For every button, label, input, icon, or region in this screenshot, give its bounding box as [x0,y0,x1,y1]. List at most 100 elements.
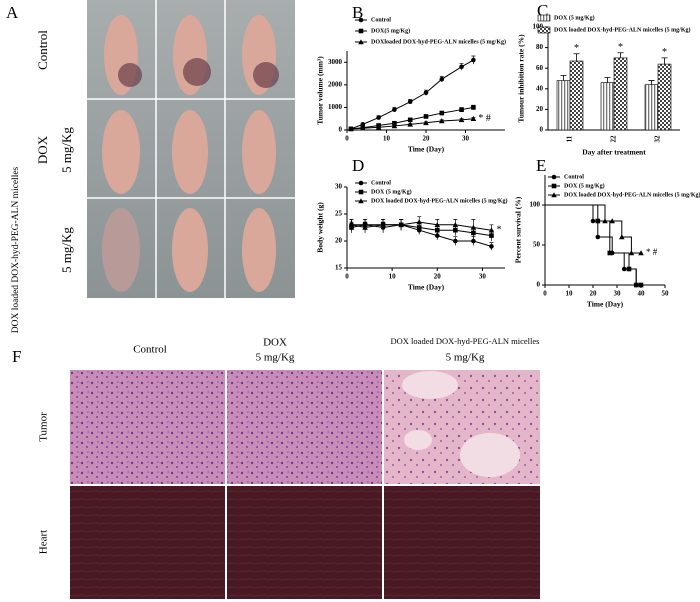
survival-line [545,204,637,285]
data-point [619,234,625,240]
y-tick-label: 80 [536,43,544,51]
tumor [183,58,211,86]
legend-label: DOX loaded DOX-hyd-PEG-ALN micelles (5 m… [371,197,508,204]
tumor-section [70,370,225,484]
legend-marker [358,39,364,45]
y-tick-label: 20 [536,105,544,113]
panel-label: F [12,347,21,366]
data-point [452,222,459,228]
x-tick-label: 20 [434,273,442,281]
legend-marker [358,17,364,23]
column-label: 5 mg/Kg [446,352,485,364]
error-bar [573,53,580,61]
legend-label: DOX (5 mg/Kg) [564,182,605,189]
y-tick-label: 100 [533,23,544,31]
row-label: 5 mg/Kg [59,127,74,173]
x-tick-label: 20 [590,290,598,298]
annotation: * [496,224,501,235]
legend-marker [551,192,557,198]
x-tick-label: 10 [389,273,397,281]
data-point [638,250,644,256]
mouse [102,208,140,292]
data-point [470,224,477,230]
bar [657,63,672,131]
row-label: Heart [38,530,50,554]
y-tick-label: 1000 [328,103,343,111]
legend-label: DOX(5 mg/Kg) [371,27,410,34]
significance: * [574,43,579,54]
tumor-section [227,370,382,484]
x-tick-label: 32 [654,135,662,143]
bar [600,82,615,131]
legend-label: DOX loaded DOX-hyd-PEG-ALN micelles (5 m… [554,26,691,33]
y-tick-label: 100 [530,201,541,209]
legend-marker [551,183,557,189]
error-bar [604,77,611,83]
tumor [253,62,279,88]
x-axis-label: Time (Day) [408,145,445,154]
x-tick-label: 0 [543,290,547,298]
significance: * [662,47,667,58]
panel-label: C [537,1,548,20]
panel-label: A [6,3,19,22]
data-point [439,110,445,116]
data-point [626,266,632,272]
column-label: 5 mg/Kg [256,352,295,364]
legend-marker [358,198,364,204]
data-point [590,218,596,224]
mouse [172,208,208,292]
x-axis-label: Day after treatment [582,148,646,157]
data-point [439,118,445,124]
x-axis-label: Time (Day) [408,283,445,292]
data-point [407,99,413,105]
data-point [607,250,613,256]
legend-label: Control [371,17,391,23]
x-tick-label: 11 [566,135,574,142]
x-tick-label: 50 [662,290,670,298]
data-point [423,119,429,126]
y-tick-label: 20 [335,237,343,245]
y-axis-label: Body weight (g) [316,202,325,253]
data-point [459,64,464,70]
legend-label: Control [371,180,391,186]
y-tick-label: 3000 [328,58,343,66]
y-tick-label: 0 [540,126,544,134]
x-tick-label: 10 [566,290,574,298]
y-tick-label: 15 [335,264,343,272]
data-point [392,107,397,112]
column-label: Control [133,344,167,356]
y-tick-label: 0 [537,281,541,289]
y-axis-label: Percent survival (%) [514,196,523,263]
data-point [458,117,465,123]
legend-label: DOX (5 mg/Kg) [371,188,412,195]
mouse [242,110,276,194]
heart-section [227,486,382,599]
y-tick-label: 30 [335,183,343,191]
y-tick-label: 40 [536,84,544,92]
data-point [360,125,366,131]
y-tick-label: 60 [536,64,544,72]
x-tick-label: 30 [479,273,487,281]
panel-label: E [536,156,546,175]
necrosis [402,371,458,399]
error-bar [560,75,567,81]
row-label: DOX [35,135,50,164]
error-bar [617,52,624,58]
row-label: Control [35,30,50,70]
mouse [172,110,208,194]
data-point [489,244,494,249]
legend-swatch [537,14,551,22]
legend-label: Control [564,174,584,180]
data-point [453,238,458,244]
legend-label: DOX loaded DOX-hyd-PEG-ALN micelles (5 m… [564,191,700,198]
y-tick-label: 0 [339,126,343,134]
photo-grid [87,0,295,298]
y-tick-label: 2000 [328,80,343,88]
legend-label: DOXloaded DOX-hyd-PEG-ALN micelles (5 mg… [371,38,506,45]
significance: * [618,42,623,53]
data-point [391,123,398,129]
annotation: * # [478,113,491,124]
column-label: DOX [263,337,287,349]
data-point [628,250,635,256]
